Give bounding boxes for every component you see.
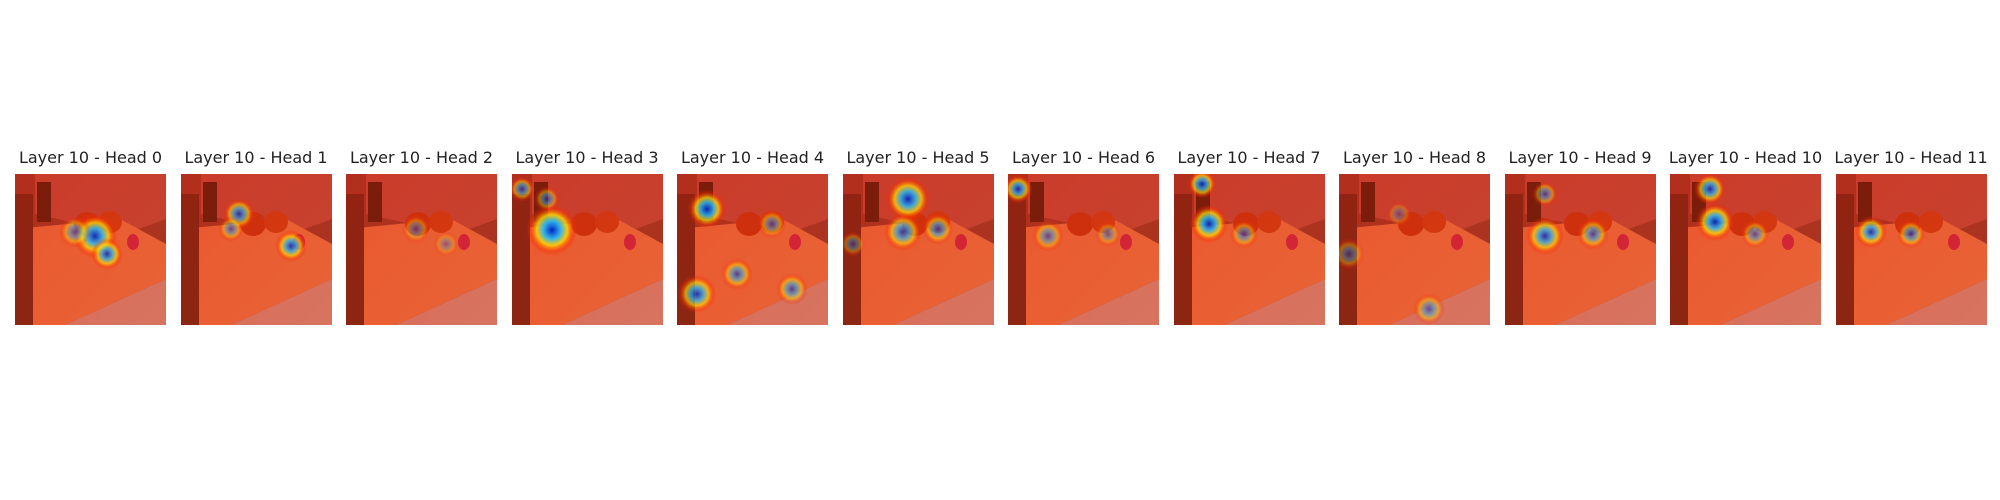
attention-heatmap-image — [1835, 174, 1987, 325]
attention-heatmap-image — [1008, 174, 1159, 325]
panel-title: Layer 10 - Head 8 — [1342, 148, 1487, 167]
attention-heatmap-image — [1504, 174, 1656, 325]
attention-heatmap-image — [511, 174, 663, 325]
panel-title: Layer 10 - Head 2 — [349, 148, 494, 167]
panel-title: Layer 10 - Head 3 — [515, 148, 659, 167]
panel-title: Layer 10 - Head 6 — [1011, 148, 1156, 167]
panel-title: Layer 10 - Head 1 — [184, 148, 328, 167]
attention-heatmap-image — [1173, 174, 1325, 325]
panel-title: Layer 10 - Head 4 — [680, 148, 825, 167]
attention-heatmap-image — [346, 174, 497, 325]
panel-title: Layer 10 - Head 11 — [1834, 148, 1988, 167]
panel-title: Layer 10 - Head 10 — [1668, 148, 1823, 167]
attention-heatmap-image — [1339, 174, 1490, 325]
attention-heatmap-image — [180, 174, 332, 325]
attention-heatmap-image — [842, 174, 994, 325]
panel-title: Layer 10 - Head 5 — [846, 148, 990, 167]
attention-heatmap-image — [677, 174, 828, 325]
panel-title: Layer 10 - Head 0 — [18, 148, 163, 167]
panel-title: Layer 10 - Head 7 — [1177, 148, 1321, 167]
panel-title: Layer 10 - Head 9 — [1508, 148, 1652, 167]
attention-heatmap-image — [15, 174, 166, 325]
attention-heatmap-image — [1670, 174, 1821, 325]
